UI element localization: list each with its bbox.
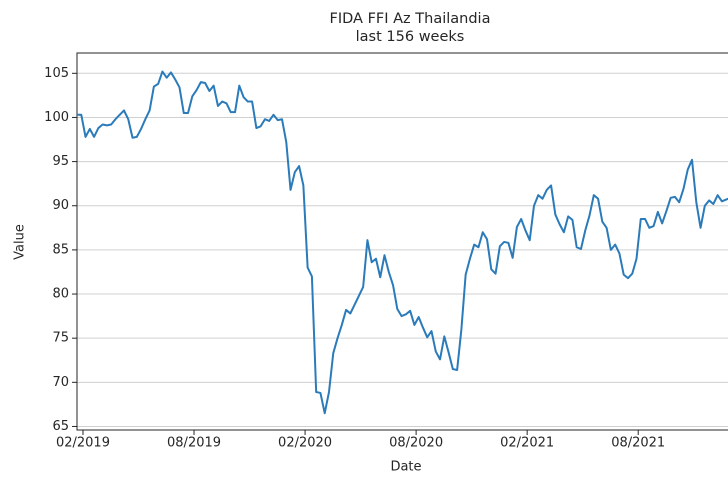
- chart-subtitle: last 156 weeks: [356, 29, 465, 45]
- y-axis-label: Value: [13, 224, 28, 260]
- y-tick-label: 80: [52, 287, 69, 302]
- y-tick-label: 75: [52, 331, 69, 346]
- y-tick-label: 85: [52, 242, 69, 257]
- x-tick-label: 08/2021: [611, 436, 665, 451]
- x-tick-label: 08/2019: [167, 436, 221, 451]
- y-tick-label: 105: [44, 66, 69, 81]
- series-line: [77, 70, 728, 415]
- x-tick-label: 08/2020: [389, 436, 443, 451]
- x-tick-label: 02/2019: [56, 436, 110, 451]
- y-tick-label: 95: [52, 154, 69, 169]
- y-tick-label: 90: [52, 198, 69, 213]
- x-axis-label: Date: [390, 460, 421, 475]
- y-tick-label: 70: [52, 375, 69, 390]
- x-tick-label: 02/2020: [278, 436, 332, 451]
- x-tick-label: 02/2021: [500, 436, 554, 451]
- chart-title: FIDA FFI Az Thailandia: [330, 11, 491, 27]
- plot-frame: [76, 52, 728, 431]
- y-tick-label: 100: [44, 110, 69, 125]
- y-tick-label: 65: [52, 419, 69, 434]
